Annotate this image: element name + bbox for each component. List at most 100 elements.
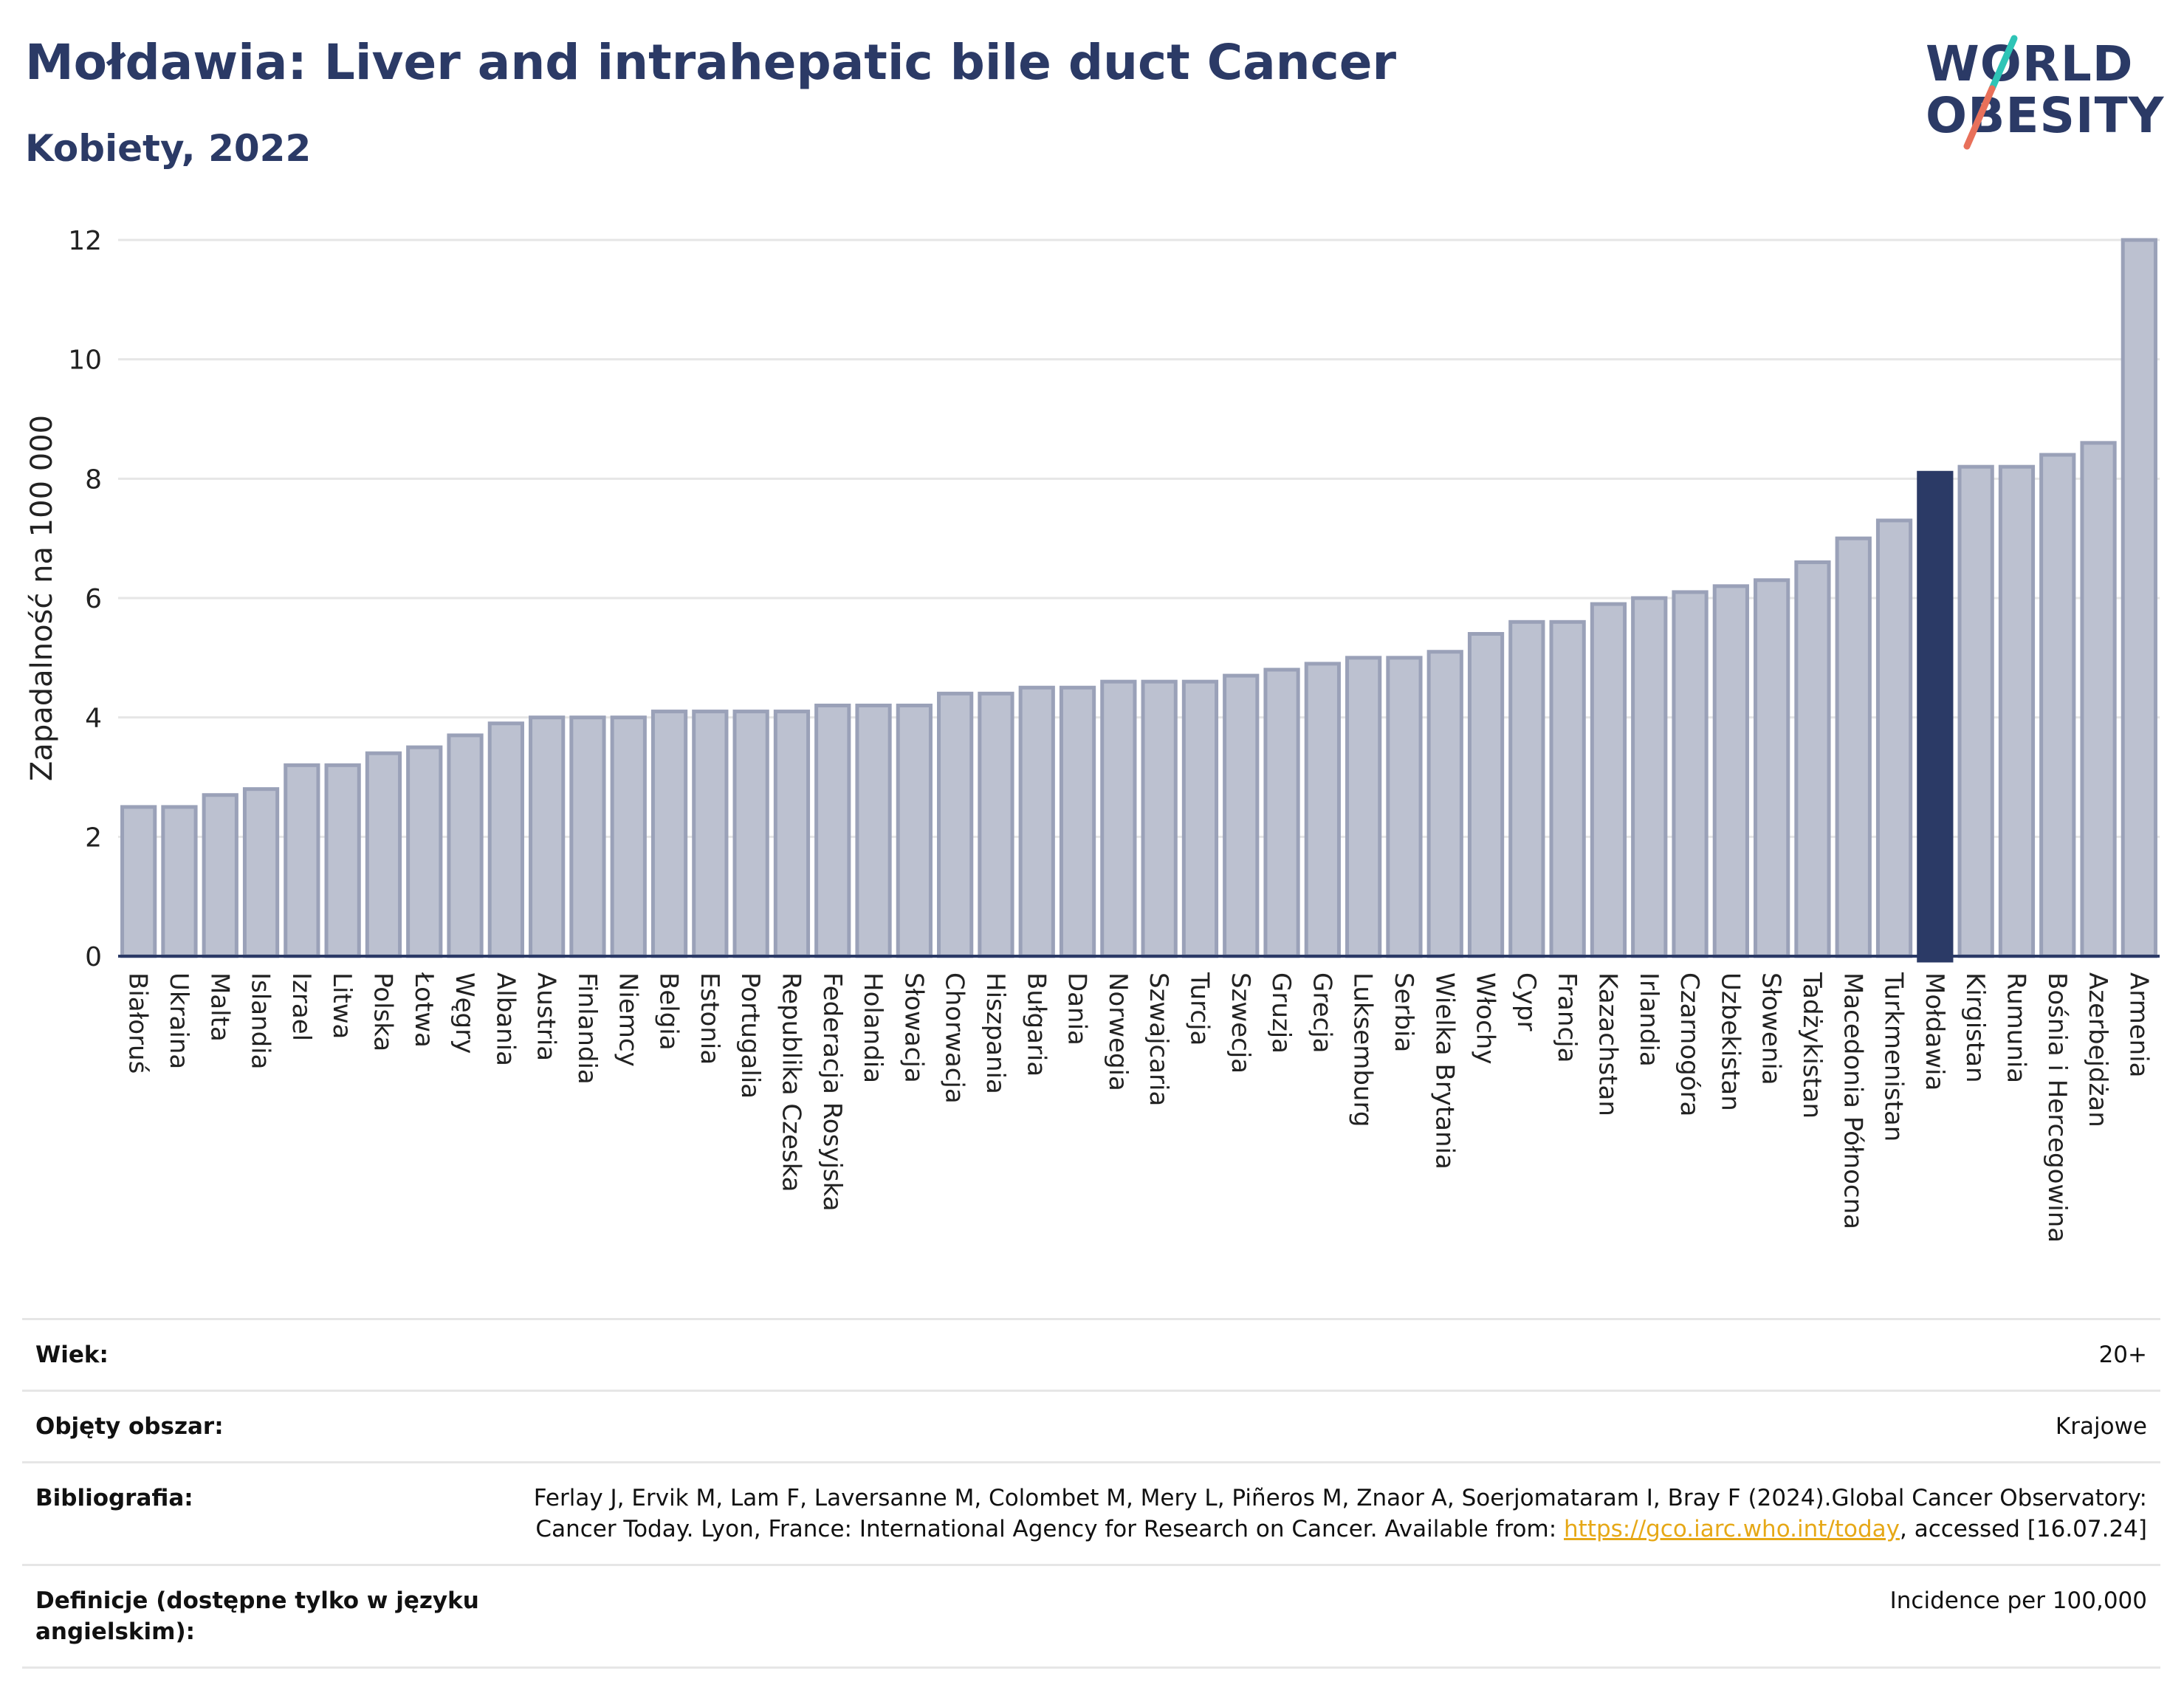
bar [2039,453,2076,958]
bar [242,787,280,958]
x-tick-label: Kazachstan [1593,972,1622,1116]
info-value: 20+ [2098,1342,2147,1368]
info-row-coverage: Objęty obszar: Krajowe [22,1390,2160,1461]
bar [1181,679,1219,958]
bar [1304,662,1341,958]
y-tick-label: 10 [68,346,102,376]
bar [1508,619,1545,958]
x-tick-label: Armenia [2123,972,2153,1078]
logo-slash-icon [1963,35,2018,150]
bar [1467,632,1505,958]
bar [529,715,566,958]
x-tick-label: Szwecja [1226,972,1255,1074]
bar [120,805,157,958]
x-tick-label: Uzbekistan [1715,972,1745,1111]
x-tick-label: Niemcy [613,972,642,1067]
bar [284,763,320,958]
x-tick-label: Rumunia [2001,972,2030,1083]
x-tick-label: Słowenia [1757,972,1786,1085]
bar [406,745,443,958]
bar [1672,590,1709,958]
bar [1345,656,1382,958]
x-tick-label: Kirgistan [1960,972,1990,1083]
x-tick-label: Hiszpania [981,972,1010,1094]
x-tick-label: Gruzja [1266,972,1296,1054]
page-subtitle: Kobiety, 2022 [25,127,312,170]
bar [610,715,647,958]
logo-word-2: OBESITY [1926,87,2165,144]
x-tick-label: Szwajcaria [1144,972,1173,1106]
bar [1998,464,2036,958]
x-tick-label: Polska [368,972,397,1051]
bar [2080,441,2117,958]
source-link[interactable]: https://gco.iarc.who.int/today [1564,1516,1900,1542]
x-tick-label: Turkmenistan [1879,972,1909,1141]
x-tick-label: Albania [490,972,520,1066]
bar [1059,685,1096,958]
x-tick-label: Grecja [1307,972,1336,1053]
x-tick-label: Włochy [1471,972,1500,1064]
bar [814,704,851,958]
info-value: Incidence per 100,000 [1889,1587,2147,1614]
x-tick-label: Francja [1552,972,1582,1062]
bar [324,763,361,958]
x-tick-label: Litwa [327,972,357,1039]
bar [487,721,524,958]
bar [1794,560,1831,958]
x-tick-label: Portugalia [735,972,765,1099]
x-tick-label: Norwegia [1103,972,1133,1091]
bar [202,793,238,958]
x-tick-label: Azerbejdżan [2083,972,2112,1127]
x-tick-label: Izrael [286,972,316,1041]
bar [447,733,484,958]
bar [1875,518,1913,958]
y-tick-label: 6 [85,584,102,614]
world-obesity-logo: WORLD OBESITY [1920,30,2163,155]
x-tick-label: Belgia [654,972,684,1051]
y-axis-ticks: 0 2 4 6 8 10 12 [68,226,102,972]
bar [937,691,974,958]
y-tick-label: 0 [85,942,102,972]
x-tick-label: Malta [205,972,234,1042]
bar-chart: 0 2 4 6 8 10 12 Białoruś Ukraina Malta Islandia Iz… [25,226,2160,1243]
x-tick-label: Luksemburg [1348,972,1378,1127]
x-tick-label: Finlandia [572,972,602,1085]
info-row-definitions: Definicje (dostępne tylko w języku angie… [22,1564,2160,1669]
bar [1386,656,1423,958]
x-tick-label: Bośnia i Hercegowina [2042,972,2072,1243]
info-value: Krajowe [2055,1413,2147,1440]
x-axis-ticks: Białoruś Ukraina Malta Islandia Izrael Litwa P… [123,972,2154,1243]
bar [1957,464,1994,958]
bar [1141,679,1178,958]
bar [1018,685,1055,958]
x-tick-label: Tadżykistan [1797,972,1827,1119]
x-tick-label: Islandia [246,972,275,1069]
x-tick-label: Austria [532,972,561,1061]
info-key: Definicje (dostępne tylko w języku angie… [35,1587,479,1645]
x-tick-label: Chorwacja [940,972,969,1104]
bar [1754,578,1790,958]
bar [732,710,769,958]
x-tick-label: Serbia [1389,972,1418,1052]
y-tick-label: 4 [85,704,102,734]
info-key: Objęty obszar: [35,1413,224,1440]
x-tick-label: Estonia [695,972,724,1065]
bar [978,691,1014,958]
x-tick-label: Łotwa [409,972,439,1048]
info-value: Ferlay J, Ervik M, Lam F, Laversanne M, … [523,1483,2147,1545]
bar [1590,602,1627,958]
bar [1917,470,1954,963]
x-tick-label: Cypr [1511,972,1541,1031]
y-tick-label: 12 [68,226,102,256]
x-tick-label: Dania [1062,972,1092,1046]
x-tick-label: Czarnogóra [1675,972,1704,1116]
info-table: Wiek: 20+ Objęty obszar: Krajowe Bibliog… [22,1318,2160,1669]
x-tick-label: Białoruś [123,972,153,1074]
bibliography-text: Ferlay J, Ervik M, Lam F, Laversanne M, … [533,1485,2147,1542]
x-tick-label: Węgry [450,972,479,1054]
x-tick-label: Macedonia Północna [1838,972,1867,1229]
y-tick-label: 2 [85,823,102,853]
x-tick-label: Federacja Rosyjska [817,972,847,1212]
y-tick-label: 8 [85,464,102,495]
x-tick-label: Irlandia [1634,972,1663,1067]
